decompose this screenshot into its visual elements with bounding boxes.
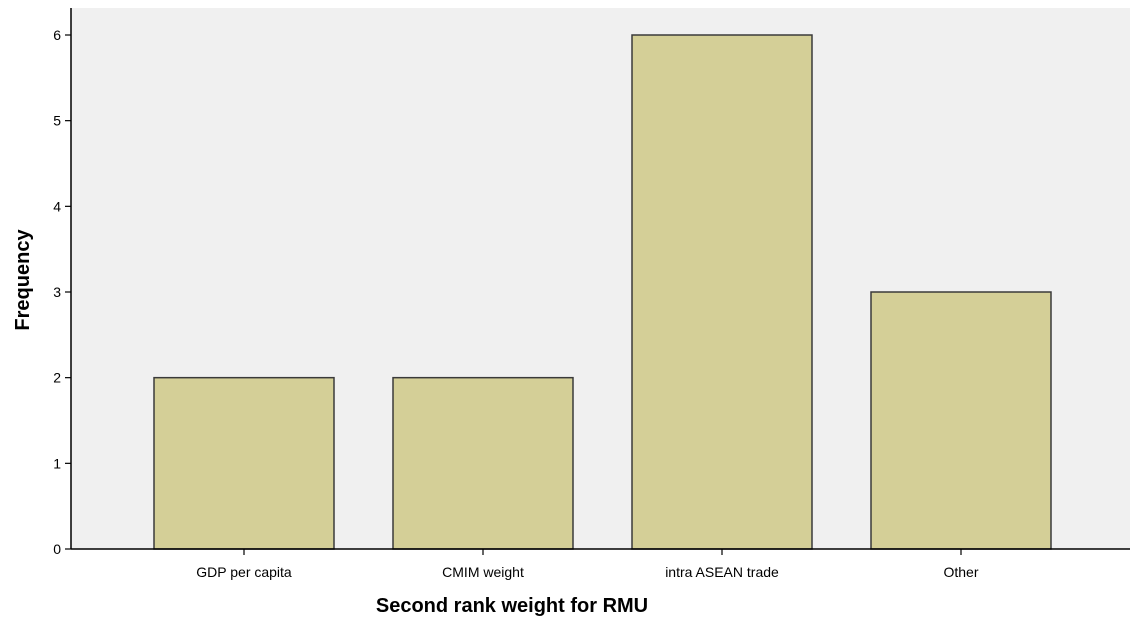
- bar-group: [153, 34, 1052, 550]
- bar-cmim-weight: [392, 376, 574, 550]
- x-category-label: Other: [943, 564, 978, 580]
- x-axis-title: Second rank weight for RMU: [376, 595, 648, 617]
- y-axis-ticks: 0 1 2 3 4 5 6: [53, 27, 71, 557]
- x-axis-ticks: GDP per capita CMIM weight intra ASEAN tra…: [196, 549, 979, 580]
- bar-intra-asean-trade: [631, 34, 813, 550]
- bar-gdp-per-capita: [153, 376, 335, 550]
- y-tick-label: 5: [53, 113, 61, 129]
- y-tick-label: 4: [53, 198, 61, 214]
- y-tick-label: 1: [53, 455, 61, 471]
- y-tick-label: 0: [53, 541, 61, 557]
- x-category-label: CMIM weight: [442, 564, 524, 580]
- y-axis-title: Frequency: [12, 229, 34, 331]
- x-category-label: GDP per capita: [196, 564, 292, 580]
- bar-other: [870, 291, 1052, 550]
- y-tick-label: 6: [53, 27, 61, 43]
- y-tick-label: 3: [53, 284, 61, 300]
- y-tick-label: 2: [53, 370, 61, 386]
- x-category-label: intra ASEAN trade: [665, 564, 779, 580]
